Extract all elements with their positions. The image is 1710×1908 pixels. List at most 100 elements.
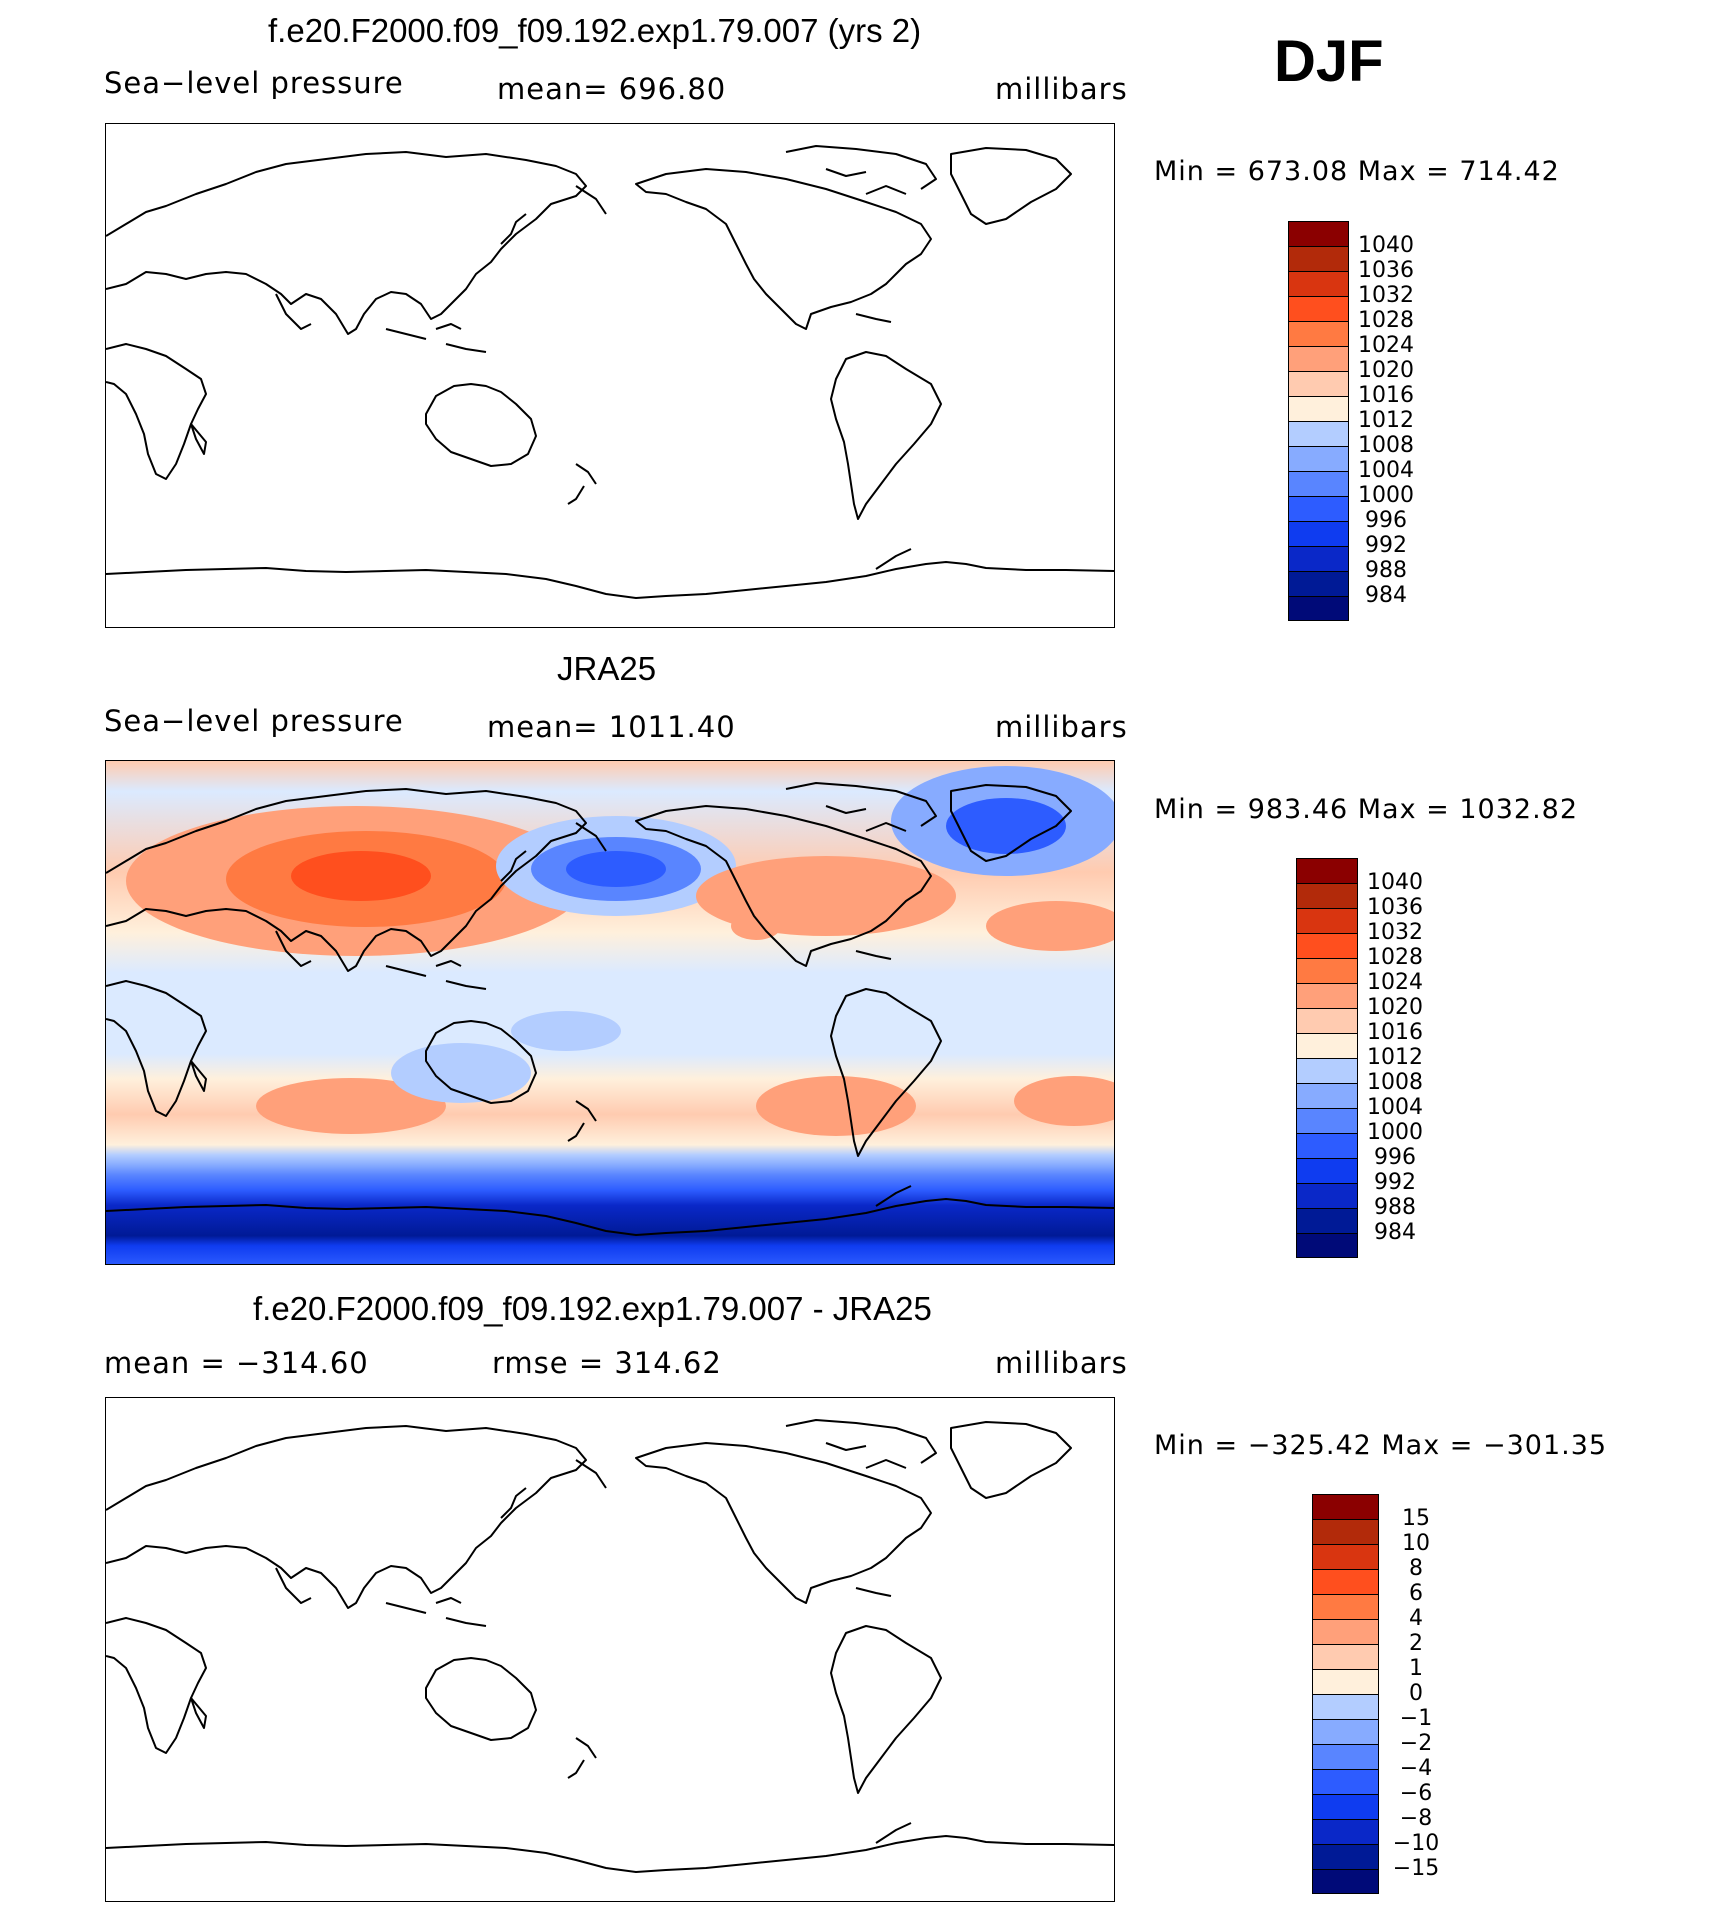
colorbar-label: 1000 (1367, 1120, 1423, 1145)
colorbar-label: −2 (1399, 1731, 1433, 1756)
colorbar-swatch (1313, 1570, 1378, 1595)
colorbar-swatch (1289, 597, 1348, 620)
colorbar-swatch (1289, 472, 1348, 497)
panel3-colorbar (1312, 1494, 1379, 1894)
colorbar-swatch (1313, 1545, 1378, 1570)
colorbar-swatch (1297, 984, 1357, 1009)
colorbar-label: 1036 (1358, 258, 1414, 283)
panel1-minmax: Min = 673.08 Max = 714.42 (1154, 156, 1560, 187)
colorbar-label: 984 (1374, 1220, 1416, 1245)
colorbar-label: 988 (1374, 1195, 1416, 1220)
panel2-units-label: millibars (995, 710, 1128, 744)
colorbar-label: −1 (1399, 1706, 1433, 1731)
colorbar-swatch (1289, 347, 1348, 372)
colorbar-swatch (1297, 1134, 1357, 1159)
colorbar-label: 1016 (1358, 383, 1414, 408)
colorbar-swatch (1313, 1645, 1378, 1670)
colorbar-label: 6 (1409, 1581, 1423, 1606)
colorbar-swatch (1313, 1595, 1378, 1620)
colorbar-swatch (1297, 1034, 1357, 1059)
colorbar-swatch (1313, 1520, 1378, 1545)
panel2-minmax: Min = 983.46 Max = 1032.82 (1154, 794, 1579, 825)
colorbar-label: 1020 (1367, 995, 1423, 1020)
colorbar-swatch (1313, 1745, 1378, 1770)
panel3-minmax: Min = −325.42 Max = −301.35 (1154, 1430, 1608, 1461)
colorbar-swatch (1289, 247, 1348, 272)
colorbar-label: −10 (1392, 1831, 1440, 1856)
panel3-map (105, 1397, 1115, 1902)
colorbar-label: 4 (1409, 1606, 1423, 1631)
colorbar-label: 1008 (1358, 433, 1414, 458)
colorbar-swatch (1297, 1009, 1357, 1034)
panel1-map (105, 123, 1115, 628)
panel2-title: JRA25 (557, 650, 657, 687)
colorbar-swatch (1297, 859, 1357, 884)
colorbar-label: 1000 (1358, 483, 1414, 508)
panel2-variable-label: Sea−level pressure (104, 704, 404, 738)
panel2-mean-label: mean= 1011.40 (487, 710, 736, 744)
colorbar-swatch (1313, 1695, 1378, 1720)
colorbar-swatch (1297, 1234, 1357, 1257)
colorbar-label: 2 (1409, 1631, 1423, 1656)
colorbar-swatch (1289, 497, 1348, 522)
colorbar-swatch (1313, 1845, 1378, 1870)
panel3-mean-label: mean = −314.60 (104, 1346, 369, 1380)
colorbar-swatch (1289, 322, 1348, 347)
colorbar-label: −6 (1399, 1781, 1433, 1806)
panel1-title: f.e20.F2000.f09_f09.192.exp1.79.007 (yrs… (268, 12, 922, 49)
colorbar-label: 988 (1365, 558, 1407, 583)
colorbar-label: 1004 (1367, 1095, 1423, 1120)
colorbar-label: −4 (1399, 1756, 1433, 1781)
colorbar-swatch (1297, 1109, 1357, 1134)
season-label: DJF (1274, 29, 1384, 94)
colorbar-label: 1020 (1358, 358, 1414, 383)
colorbar-swatch (1289, 447, 1348, 472)
colorbar-label: −15 (1392, 1856, 1440, 1881)
panel1-colorbar (1288, 221, 1349, 621)
colorbar-label: 1012 (1358, 408, 1414, 433)
colorbar-swatch (1313, 1670, 1378, 1695)
colorbar-swatch (1297, 934, 1357, 959)
colorbar-label: 1016 (1367, 1020, 1423, 1045)
colorbar-label: 1036 (1367, 895, 1423, 920)
colorbar-swatch (1313, 1870, 1378, 1893)
panel2-colorbar (1296, 858, 1358, 1258)
colorbar-label: 992 (1374, 1170, 1416, 1195)
colorbar-swatch (1297, 1159, 1357, 1184)
colorbar-label: 984 (1365, 583, 1407, 608)
colorbar-swatch (1297, 959, 1357, 984)
colorbar-label: 10 (1402, 1531, 1430, 1556)
colorbar-swatch (1289, 522, 1348, 547)
colorbar-label: 1004 (1358, 458, 1414, 483)
colorbar-label: 0 (1409, 1681, 1423, 1706)
colorbar-swatch (1297, 1209, 1357, 1234)
colorbar-swatch (1289, 547, 1348, 572)
colorbar-label: 1040 (1358, 233, 1414, 258)
colorbar-swatch (1297, 884, 1357, 909)
panel3-units-label: millibars (995, 1346, 1128, 1380)
colorbar-label: 992 (1365, 533, 1407, 558)
colorbar-swatch (1289, 572, 1348, 597)
colorbar-swatch (1313, 1770, 1378, 1795)
colorbar-label: 996 (1365, 508, 1407, 533)
colorbar-label: 1028 (1367, 945, 1423, 970)
colorbar-label: 1 (1409, 1656, 1423, 1681)
panel3-rmse-label: rmse = 314.62 (492, 1346, 722, 1380)
colorbar-label: 8 (1409, 1556, 1423, 1581)
colorbar-swatch (1313, 1495, 1378, 1520)
panel1-units-label: millibars (995, 72, 1128, 106)
colorbar-swatch (1297, 1184, 1357, 1209)
colorbar-label: 1012 (1367, 1045, 1423, 1070)
colorbar-label: 1032 (1367, 920, 1423, 945)
colorbar-swatch (1297, 1084, 1357, 1109)
colorbar-label: 1028 (1358, 308, 1414, 333)
colorbar-swatch (1297, 909, 1357, 934)
colorbar-label: 1032 (1358, 283, 1414, 308)
colorbar-swatch (1289, 297, 1348, 322)
colorbar-label: 1008 (1367, 1070, 1423, 1095)
colorbar-swatch (1289, 422, 1348, 447)
colorbar-swatch (1289, 372, 1348, 397)
colorbar-swatch (1289, 272, 1348, 297)
colorbar-label: 15 (1402, 1506, 1430, 1531)
colorbar-swatch (1313, 1795, 1378, 1820)
